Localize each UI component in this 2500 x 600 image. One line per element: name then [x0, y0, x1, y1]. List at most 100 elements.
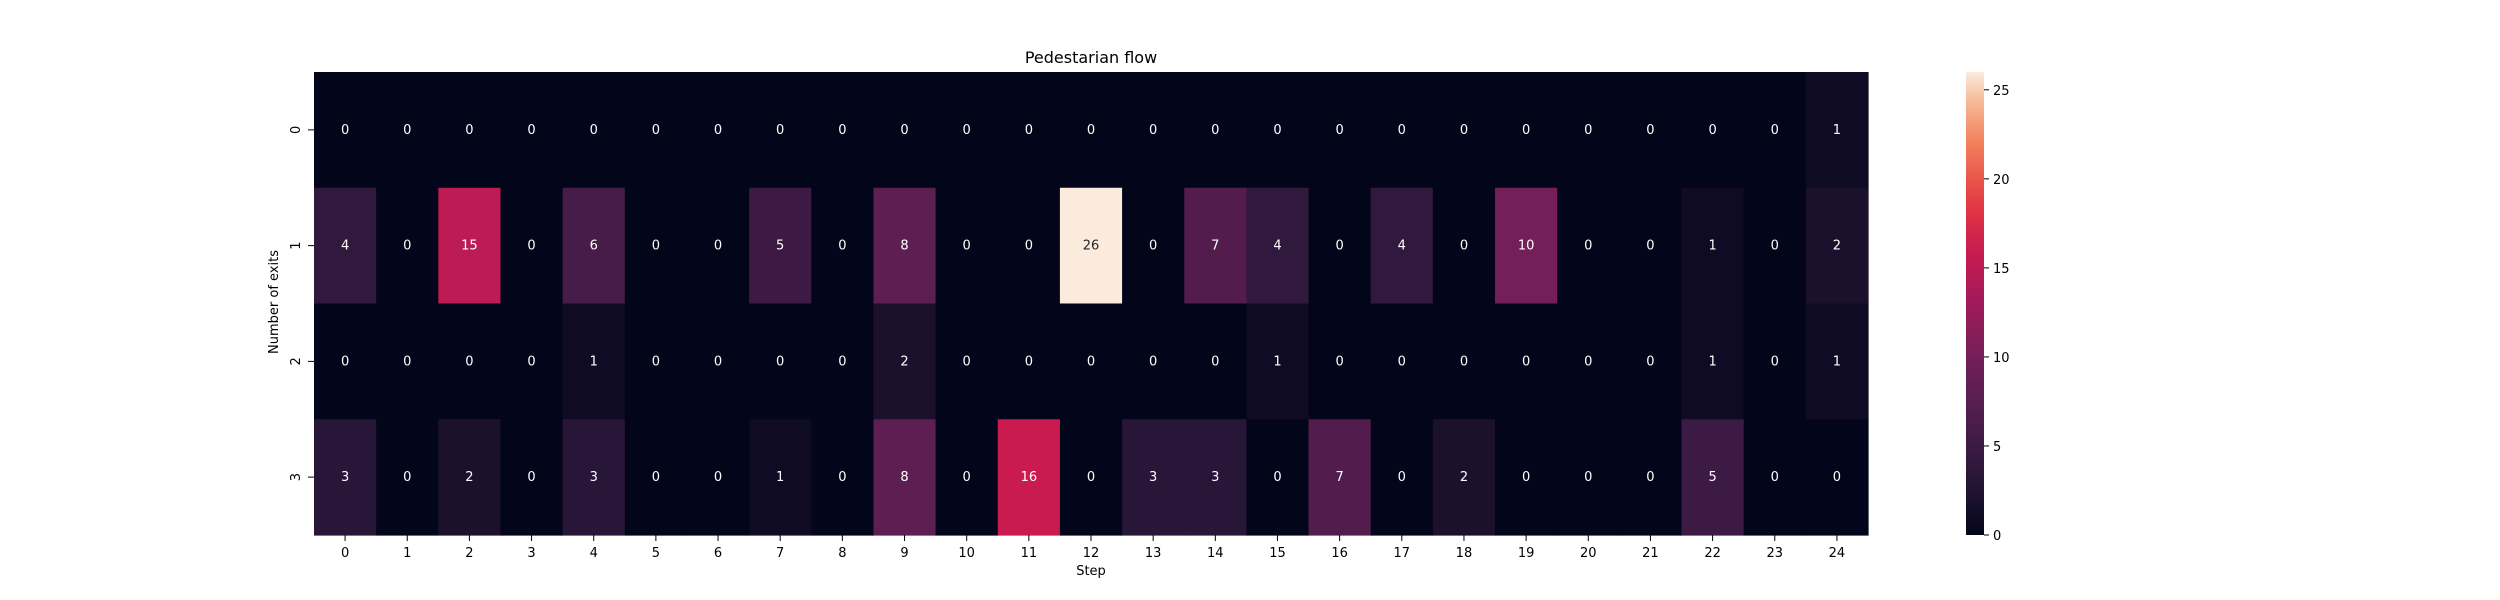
- heatmap-cell: [1619, 72, 1683, 189]
- cell-value-label: 0: [963, 239, 971, 254]
- cell-value-label: 0: [1211, 354, 1219, 369]
- heatmap-cell: [314, 303, 377, 420]
- cell-value-label: 0: [1584, 470, 1592, 485]
- heatmap-cell: [624, 419, 688, 536]
- cell-value-label: 0: [527, 354, 535, 369]
- heatmap-cell: [624, 303, 688, 420]
- cell-value-label: 2: [1833, 239, 1841, 254]
- heatmap-cell: [376, 187, 439, 305]
- cell-value-label: 0: [1708, 123, 1716, 138]
- heatmap-cell: [1246, 72, 1310, 189]
- cell-value-label: 4: [341, 239, 349, 254]
- cell-value-label: 0: [838, 239, 846, 254]
- cell-value-label: 0: [465, 123, 473, 138]
- x-tick-label: 17: [1394, 546, 1411, 561]
- cell-value-label: 0: [963, 123, 971, 138]
- heatmap-cell: [1743, 303, 1807, 420]
- heatmap-cell: [935, 72, 999, 189]
- cell-value-label: 0: [1584, 239, 1592, 254]
- cell-value-label: 0: [1646, 123, 1654, 138]
- cell-value-label: 6: [590, 239, 598, 254]
- x-tick-label: 11: [1021, 546, 1038, 561]
- x-tick-label: 0: [341, 546, 349, 561]
- heatmap-cell: [376, 72, 439, 189]
- heatmap-cell: [1059, 419, 1123, 536]
- heatmap-cell: [500, 303, 564, 420]
- x-tick-label: 8: [838, 546, 846, 561]
- heatmap-cell: [1246, 303, 1310, 420]
- cell-value-label: 1: [776, 470, 784, 485]
- cell-value-label: 2: [900, 354, 908, 369]
- heatmap-cell: [935, 187, 999, 305]
- heatmap-cell: [997, 72, 1061, 189]
- heatmap-cell: [1308, 419, 1372, 536]
- heatmap-cell: [1743, 187, 1807, 305]
- cell-value-label: 0: [1149, 239, 1157, 254]
- heatmap-cell: [438, 419, 502, 536]
- heatmap-cell: [1557, 187, 1620, 305]
- x-tick-label: 18: [1456, 546, 1473, 561]
- heatmap-cell: [1122, 303, 1185, 420]
- heatmap-cell: [935, 419, 999, 536]
- cell-value-label: 0: [1522, 470, 1530, 485]
- cell-value-label: 0: [1460, 239, 1468, 254]
- heatmap-cell: [811, 419, 875, 536]
- cell-value-label: 0: [652, 239, 660, 254]
- heatmap-cell: [1308, 303, 1372, 420]
- heatmap-cell: [438, 303, 502, 420]
- cell-value-label: 1: [590, 354, 598, 369]
- heatmap-cell: [1432, 72, 1496, 189]
- x-axis: 0 1 2 3 4 5 6 7 8 9 10 11 12 13 14 15 16 17 18 19 20 21 22 23 24: [341, 535, 1845, 561]
- heatmap-cell: [1308, 187, 1372, 305]
- x-tick-label: 3: [527, 546, 535, 561]
- cell-value-label: 8: [900, 470, 908, 485]
- cell-value-label: 0: [1149, 123, 1157, 138]
- heatmap-cell: [1805, 72, 1869, 189]
- heatmap-cell: [1370, 187, 1434, 305]
- x-tick-label: 1: [403, 546, 411, 561]
- heatmap-cell: [1805, 419, 1869, 536]
- cell-value-label: 0: [963, 354, 971, 369]
- heatmap-cell: [1495, 187, 1558, 305]
- heatmap-cell: [811, 72, 875, 189]
- colorbar-tick-label: 25: [1993, 84, 2010, 99]
- heatmap-cell: [749, 419, 812, 536]
- heatmap-cell: [1184, 72, 1247, 189]
- cell-value-label: 0: [714, 354, 722, 369]
- heatmap-cell: [376, 419, 439, 536]
- cell-value-label: 0: [1025, 123, 1033, 138]
- heatmap-cell: [1495, 303, 1558, 420]
- cell-value-label: 0: [341, 123, 349, 138]
- heatmap-cells: 0 0 0 0 0 0 0 0 0 0 0 0 0 0 0 0 0 0 0 0 0 0 0 0 14 0 15 0 6 0 0 5 0 8 0 0 26…: [314, 72, 1869, 536]
- cell-value-label: 0: [1771, 354, 1779, 369]
- x-tick-label: 19: [1518, 546, 1535, 561]
- x-tick-label: 13: [1145, 546, 1162, 561]
- y-axis-label: Number of exits: [267, 250, 282, 354]
- cell-value-label: 0: [714, 239, 722, 254]
- cell-value-label: 1: [1833, 354, 1841, 369]
- heatmap-cell: [1370, 419, 1434, 536]
- heatmap-cell: [749, 303, 812, 420]
- cell-value-label: 5: [1708, 470, 1716, 485]
- y-tick-label: 1: [289, 241, 304, 249]
- x-tick-label: 7: [776, 546, 784, 561]
- cell-value-label: 0: [714, 123, 722, 138]
- heatmap-cell: [624, 187, 688, 305]
- cell-value-label: 0: [403, 470, 411, 485]
- heatmap-cell: [1059, 72, 1123, 189]
- cell-value-label: 0: [1273, 470, 1281, 485]
- cell-value-label: 0: [776, 354, 784, 369]
- x-tick-label: 9: [900, 546, 908, 561]
- cell-value-label: 15: [461, 239, 478, 254]
- cell-value-label: 0: [1149, 354, 1157, 369]
- cell-value-label: 0: [1025, 239, 1033, 254]
- heatmap-cell: [1495, 72, 1558, 189]
- colorbar-tick-label: 5: [1993, 440, 2001, 455]
- cell-value-label: 0: [1087, 470, 1095, 485]
- cell-value-label: 26: [1083, 239, 1100, 254]
- heatmap-cell: [562, 187, 626, 305]
- x-tick-label: 21: [1642, 546, 1659, 561]
- x-tick-label: 10: [958, 546, 975, 561]
- cell-value-label: 16: [1021, 470, 1038, 485]
- colorbar-ticks: 0 5 10 15 20 25: [1984, 84, 2010, 544]
